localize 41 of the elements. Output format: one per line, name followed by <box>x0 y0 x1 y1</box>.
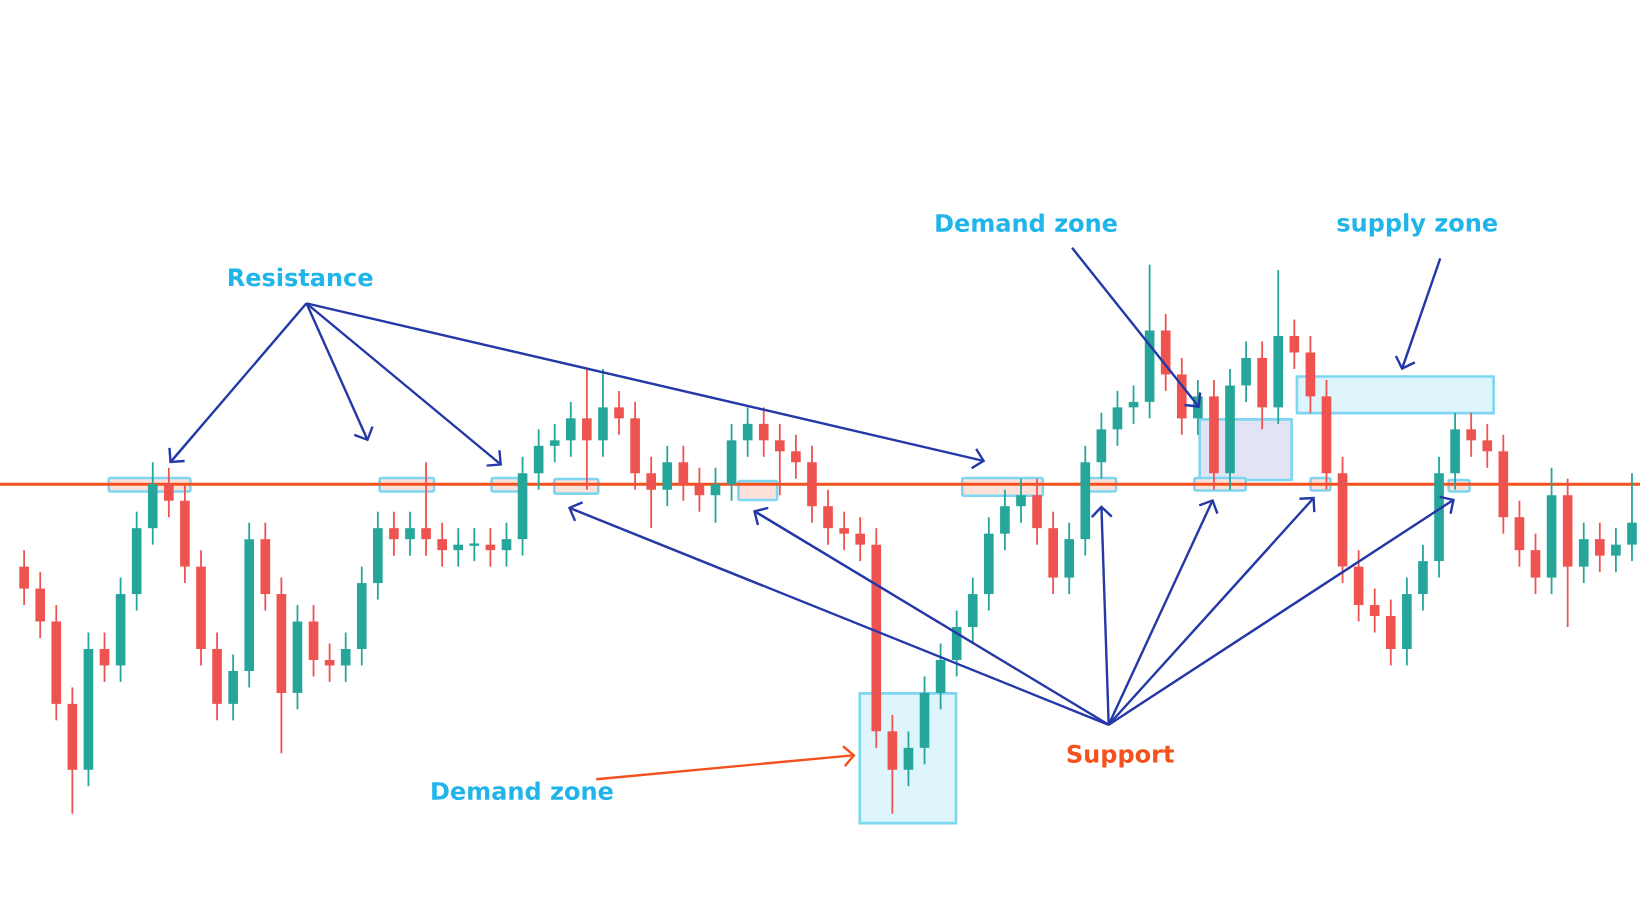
candlestick <box>742 406 753 458</box>
annotation: Demand zone <box>432 781 613 800</box>
candlestick <box>1594 521 1605 573</box>
candlestick <box>678 444 689 502</box>
annotation: Support <box>1067 744 1174 768</box>
candlestick <box>1611 527 1621 573</box>
candlestick <box>1482 422 1493 469</box>
candlestick <box>646 455 656 530</box>
text: Demand zone <box>936 213 1117 233</box>
candlestick <box>1112 389 1123 447</box>
candlestick <box>164 466 174 519</box>
candlestick <box>774 422 785 497</box>
candlestick <box>758 406 769 458</box>
candlestick <box>823 488 833 546</box>
candlestick <box>855 516 866 563</box>
candlestick <box>1466 411 1477 458</box>
candlestick <box>1289 318 1300 370</box>
candlestick <box>389 510 399 557</box>
candlestick <box>791 433 801 480</box>
candlestick <box>1369 587 1380 634</box>
candlestick <box>469 527 480 563</box>
candlestick <box>565 400 576 458</box>
candlestick <box>405 510 415 557</box>
candlestick <box>549 422 560 464</box>
candlestick <box>1627 472 1637 563</box>
candlestick <box>340 631 351 683</box>
candlestick <box>710 466 721 524</box>
candlestick <box>1016 477 1026 524</box>
candlestick <box>614 389 624 436</box>
candlestick <box>839 510 849 552</box>
candlestick <box>501 521 512 568</box>
candlestick <box>421 461 431 557</box>
annotation: Resistance <box>228 267 373 287</box>
candlestick <box>903 730 914 788</box>
candlestick <box>437 521 447 568</box>
candlestick <box>19 549 29 606</box>
candlestick <box>99 631 110 683</box>
candlestick <box>453 527 464 568</box>
text: supply zone <box>1337 213 1497 237</box>
candlestick <box>582 368 592 491</box>
candlestick <box>694 466 705 513</box>
